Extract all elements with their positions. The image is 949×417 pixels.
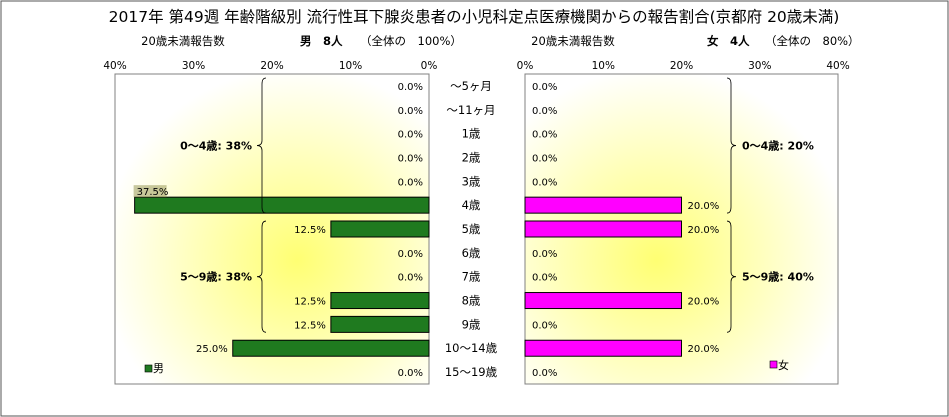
x-tick-label-male: 30%: [182, 60, 205, 72]
age-category-label: 3歳: [462, 174, 481, 188]
male-bar: [330, 220, 430, 238]
male-data-label-bg: [133, 185, 167, 198]
female-data-label: 0.0%: [532, 273, 557, 284]
male-data-label: 0.0%: [398, 177, 423, 188]
male-data-label: 0.0%: [398, 153, 423, 164]
age-group-bracket: [726, 220, 737, 333]
age-category-label: 10～14歳: [445, 341, 498, 355]
left-header-caption: 20歳未満報告数: [141, 34, 225, 48]
right-header-label: 女 4人: [707, 34, 750, 48]
left-header-note: （全体の 100%）: [360, 34, 462, 48]
female-data-label: 0.0%: [532, 153, 557, 164]
right-header-caption: 20歳未満報告数: [531, 34, 615, 48]
female-data-label: 0.0%: [532, 368, 557, 379]
age-category-label: 1歳: [462, 127, 481, 141]
age-category-label: 7歳: [462, 270, 481, 284]
x-axis-ticks-male: 0% 10% 20% 30% 40%: [103, 60, 437, 72]
x-tick-label-female: 0%: [517, 60, 534, 72]
male-bar: [330, 292, 430, 310]
male-data-label: 0.0%: [398, 82, 423, 93]
age-category-label: 8歳: [462, 294, 481, 308]
female-data-label: 0.0%: [532, 320, 557, 331]
male-data-label: 0.0%: [398, 249, 423, 260]
age-category-label: 15～19歳: [445, 365, 498, 379]
female-data-label: 0.0%: [532, 106, 557, 117]
female-bar: [524, 220, 682, 238]
x-tick-label-female: 10%: [592, 60, 615, 72]
age-category-label: 6歳: [462, 246, 481, 260]
female-data-label: 0.0%: [532, 177, 557, 188]
legend-male-swatch: [144, 364, 153, 373]
female-data-label: 20.0%: [688, 297, 720, 308]
male-data-label: 0.0%: [398, 368, 423, 379]
age-group-label: 5～9歳: 38%: [180, 270, 252, 284]
age-category-label: 5歳: [462, 222, 481, 236]
age-category-label: 2歳: [462, 150, 481, 164]
female-data-label: 20.0%: [688, 225, 720, 236]
male-bar: [232, 339, 430, 357]
male-data-label: 12.5%: [294, 297, 326, 308]
male-data-labels: 0.0% 0.0% 0.0% 0.0% 0.0% 37.5% 12.5% 0.0% 0.0% 12…: [133, 82, 423, 379]
female-bar: [524, 339, 682, 357]
age-group-label: 0～4歳: 20%: [742, 139, 814, 153]
female-data-label: 0.0%: [532, 130, 557, 141]
legend-female: 女: [769, 358, 789, 372]
x-axis-ticks-female: 0% 10% 20% 30% 40%: [517, 60, 850, 72]
age-group-bracket: [256, 77, 267, 214]
female-data-label: 0.0%: [532, 249, 557, 260]
age-category-label: 9歳: [462, 317, 481, 331]
right-header-note: （全体の 80%）: [765, 34, 860, 48]
female-bar: [524, 196, 682, 214]
age-category-label: 4歳: [462, 198, 481, 212]
chart-title: 2017年 第49週 年齢階級別 流行性耳下腺炎患者の小児科定点医療機関からの報…: [109, 8, 840, 26]
male-data-label: 25.0%: [196, 344, 228, 355]
female-bar: [524, 292, 682, 310]
age-group-bracket: [256, 220, 267, 333]
age-category-labels: ～5ヶ月 ～11ヶ月 1歳 2歳 3歳 4歳 5歳 6歳 7歳 8歳 9歳 10～14歳 15～19歳: [445, 79, 498, 379]
male-data-label: 37.5%: [137, 187, 169, 198]
age-group-label: 5～9歳: 40%: [742, 270, 814, 284]
x-tick-label-male: 20%: [260, 60, 283, 72]
legend-female-swatch: [769, 360, 778, 369]
male-bar: [330, 315, 430, 333]
male-bars: [134, 196, 430, 357]
legend-female-label: 女: [778, 358, 789, 372]
x-tick-label-male: 40%: [103, 60, 126, 72]
x-tick-label-female: 20%: [670, 60, 693, 72]
x-tick-label-male: 10%: [339, 60, 362, 72]
age-category-label: ～11ヶ月: [446, 103, 495, 117]
age-group-bracket: [726, 77, 737, 214]
x-tick-label-male: 0%: [421, 60, 438, 72]
age-group-brackets: 0～4歳: 38% 5～9歳: 38% 0～4歳: 20% 5～9歳: 40%: [180, 77, 814, 333]
x-tick-label-female: 40%: [826, 60, 849, 72]
legend-male-label: 男: [153, 362, 164, 375]
male-data-label: 0.0%: [398, 106, 423, 117]
legend-male: 男: [144, 362, 164, 375]
male-data-label: 0.0%: [398, 273, 423, 284]
female-data-label: 0.0%: [532, 82, 557, 93]
age-group-label: 0～4歳: 38%: [180, 139, 252, 153]
male-data-label: 12.5%: [294, 320, 326, 331]
female-data-labels: 0.0% 0.0% 0.0% 0.0% 0.0% 20.0% 20.0% 0.0% 0.0% 20…: [532, 82, 719, 379]
male-bar: [134, 196, 430, 214]
x-tick-label-female: 30%: [748, 60, 771, 72]
left-header-label: 男 8人: [300, 34, 343, 48]
age-category-label: ～5ヶ月: [450, 79, 492, 93]
female-data-label: 20.0%: [688, 344, 720, 355]
female-bars: [524, 196, 682, 357]
male-data-label: 0.0%: [398, 130, 423, 141]
female-data-label: 20.0%: [688, 201, 720, 212]
male-data-label: 12.5%: [294, 225, 326, 236]
